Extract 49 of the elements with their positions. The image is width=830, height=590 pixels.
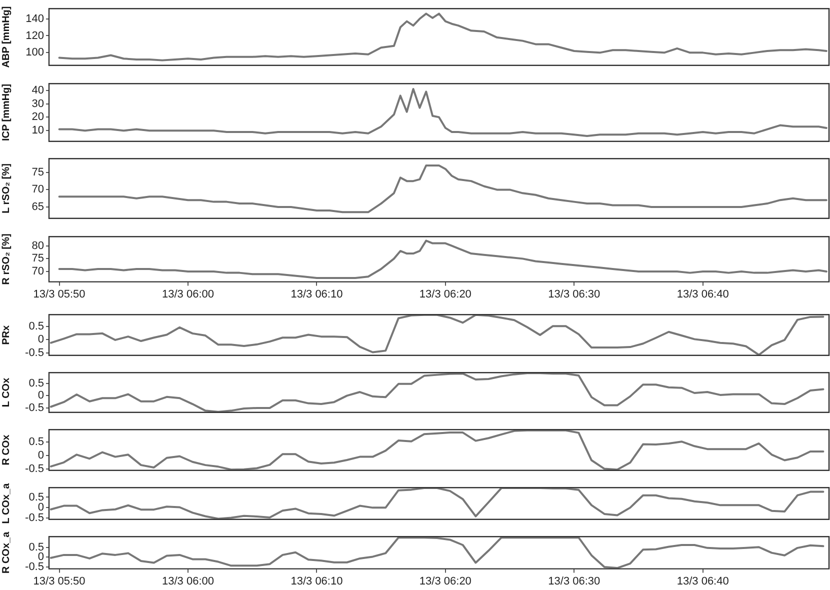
x-tick-label: 13/3 06:20 [419, 575, 472, 588]
x-tick-label: 13/3 06:30 [548, 288, 600, 300]
y-tick-label: 0.5 [28, 541, 44, 554]
y-tick-label: 0 [38, 334, 44, 346]
y-axis-title: R rSO₂ [%] [0, 234, 12, 285]
x-tick-label: 13/3 06:10 [290, 575, 343, 588]
y-tick-label: 0 [38, 551, 44, 564]
x-tick-label: 13/3 06:10 [290, 288, 343, 300]
y-axis-title: L rSO₂ [%] [0, 164, 12, 214]
y-tick-label: 70 [32, 266, 44, 278]
x-tick-label: 13/3 06:40 [676, 288, 729, 300]
y-tick-label: -0.5 [25, 560, 44, 573]
y-tick-label: 0 [38, 450, 44, 462]
y-tick-label: -0.5 [25, 346, 44, 359]
y-tick-label: 10 [32, 124, 44, 137]
y-tick-label: 0.5 [28, 491, 44, 504]
y-axis-title: ICP [mmHg] [0, 84, 12, 142]
y-tick-label: 0 [38, 502, 44, 514]
y-axis-title: R COx_a [0, 531, 12, 574]
y-tick-label: 75 [32, 252, 44, 265]
y-axis-title: ABP [mmHg] [0, 6, 12, 68]
x-tick-label: 13/3 06:00 [162, 575, 214, 588]
x-tick-label: 13/3 06:00 [162, 288, 214, 300]
y-tick-label: 40 [32, 84, 44, 96]
x-tick-label: 13/3 05:50 [33, 575, 86, 588]
y-tick-label: 100 [26, 46, 44, 59]
y-tick-label: 20 [32, 111, 44, 124]
x-tick-label: 13/3 06:20 [419, 288, 472, 300]
y-tick-label: 80 [32, 240, 44, 252]
y-axis-title: L COx [0, 377, 12, 408]
y-tick-label: 140 [26, 12, 44, 25]
x-tick-label: 13/3 06:40 [676, 575, 729, 588]
y-tick-label: -0.5 [25, 512, 44, 524]
y-tick-label: 75 [32, 166, 44, 178]
y-axis-title: PRx [0, 324, 12, 345]
x-tick-label: 13/3 06:30 [548, 575, 600, 588]
y-tick-label: 70 [32, 184, 44, 196]
y-axis-title: L COx_a [0, 482, 12, 524]
y-tick-label: 120 [26, 30, 44, 42]
y-axis-title: R COx [0, 434, 12, 466]
x-tick-label: 13/3 05:50 [33, 288, 86, 300]
y-tick-label: 30 [32, 98, 44, 110]
y-tick-label: 0.5 [28, 436, 44, 448]
y-tick-label: 0.5 [28, 377, 44, 390]
y-tick-label: -0.5 [25, 402, 44, 414]
y-tick-label: -0.5 [25, 462, 44, 475]
y-tick-label: 0 [38, 390, 44, 402]
y-tick-label: 65 [32, 201, 44, 214]
y-tick-label: 0.5 [28, 320, 44, 333]
